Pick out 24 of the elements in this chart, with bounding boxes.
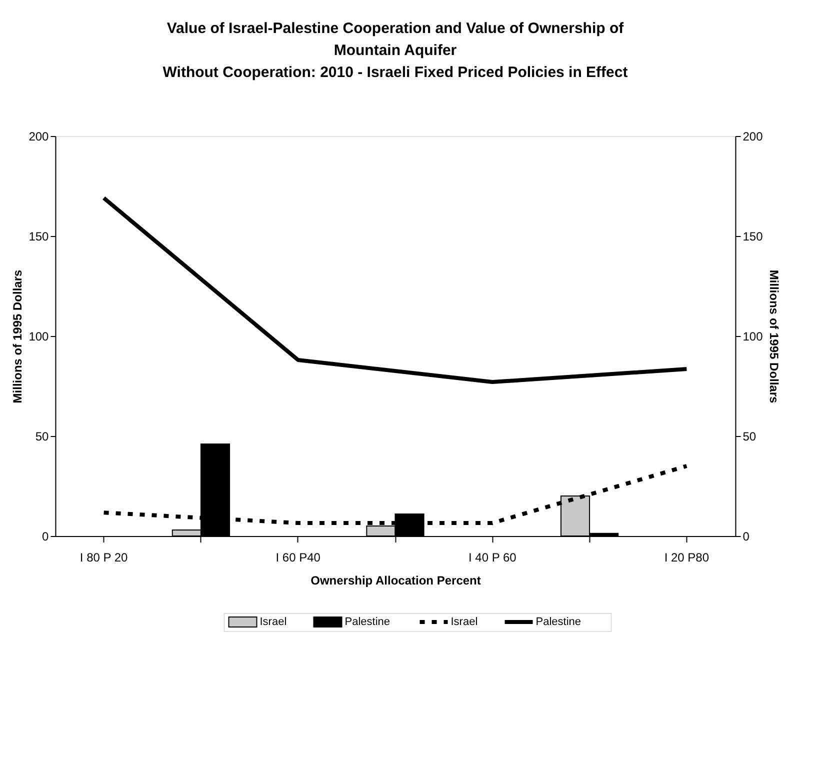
y2-tick-label: 150	[742, 230, 764, 244]
x-tick-label: I 60 P40	[276, 550, 321, 564]
y-axis-title: Millions of 1995 Dollars	[10, 269, 25, 404]
y-tick-label: 100	[28, 330, 50, 344]
y-tick-label: 50	[35, 430, 50, 444]
y2-tick-label: 50	[742, 430, 756, 444]
legend-label: Palestine	[536, 616, 582, 628]
legend-label: Israel	[450, 616, 478, 628]
x-tick-label: I 20 P80	[664, 550, 710, 564]
x-tick-label: I 40 P 60	[468, 550, 517, 564]
chart-title: Value of Israel-Palestine Cooperation and Value of Ownership of Mountain Aquifer	[166, 20, 625, 59]
y2-tick-label: 100	[742, 330, 764, 344]
y-tick-label: 150	[28, 230, 50, 244]
y-tick-label: 200	[28, 130, 50, 144]
x-tick-label: I 80 P 20	[80, 550, 128, 564]
legend-label: Israel	[260, 616, 287, 628]
y2-tick-label: 200	[742, 130, 764, 144]
line-series	[102, 196, 689, 384]
chart-subtitle: Without Cooperation: 2010 - Israeli Fixed Priced Policies in Effect	[162, 64, 628, 81]
y2-tick-label: 0	[742, 530, 750, 544]
x-axis-title: Ownership Allocation Percent	[310, 574, 481, 588]
y2-axis-title: Millions of 1995 Dollars	[766, 270, 781, 404]
y-tick-label: 0	[42, 530, 50, 544]
legend-label: Palestine	[344, 616, 390, 628]
